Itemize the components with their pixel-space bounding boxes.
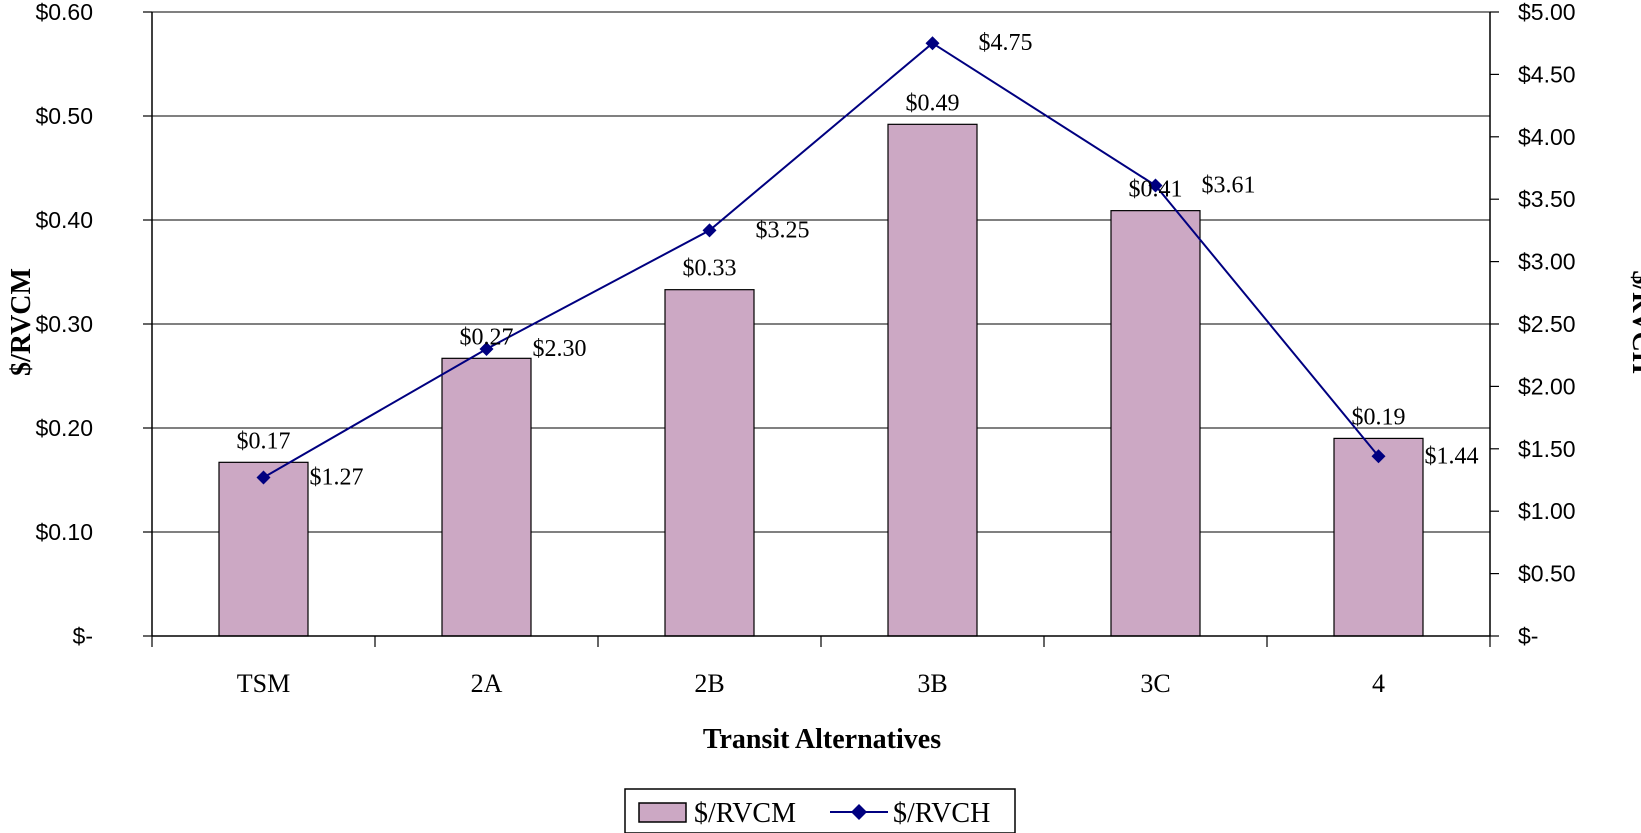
bar-tsm bbox=[218, 461, 309, 637]
y-tick-label-right: $3.50 bbox=[1518, 186, 1576, 212]
legend-box bbox=[624, 788, 1016, 833]
bar-4 bbox=[1333, 437, 1424, 637]
y-tick-label-right: $1.00 bbox=[1518, 498, 1576, 524]
line-value-label: $4.75 bbox=[979, 30, 1033, 56]
line-value-label: $3.61 bbox=[1202, 172, 1256, 198]
legend-marker-rvch bbox=[851, 804, 867, 820]
line-value-label: $3.25 bbox=[756, 217, 810, 243]
bar-value-label: $0.49 bbox=[906, 90, 960, 116]
x-tick-label: 2B bbox=[694, 669, 724, 698]
y-tick-label-left: $0.10 bbox=[35, 519, 93, 545]
y-tick-label-right: $1.50 bbox=[1518, 436, 1576, 462]
y-tick-label-right: $2.00 bbox=[1518, 373, 1576, 399]
legend-label-rvch: $/RVCH bbox=[893, 798, 990, 829]
y-tick-label-right: $5.00 bbox=[1518, 0, 1576, 25]
y-tick-label-right: $3.00 bbox=[1518, 249, 1576, 275]
line-value-label: $2.30 bbox=[533, 336, 587, 362]
line-value-label: $1.44 bbox=[1425, 443, 1479, 469]
y-tick-label-left: $0.50 bbox=[35, 103, 93, 129]
y-tick-label-left: $0.20 bbox=[35, 415, 93, 441]
x-tick-label: 2A bbox=[471, 669, 503, 698]
y-tick-label-right: $2.50 bbox=[1518, 311, 1576, 337]
axes: $- $0.10 $0.20 $0.30 $0.40 $0.50 $0.60 $- $0.50 $… bbox=[35, 0, 1575, 698]
rvch-point bbox=[702, 223, 717, 238]
y-tick-label-left: $0.40 bbox=[35, 207, 93, 233]
x-tick-label: 3C bbox=[1140, 669, 1170, 698]
y-axis-title-right: $/RVCH bbox=[1626, 270, 1641, 373]
rvch-point bbox=[925, 36, 940, 51]
bar-value-label: $0.33 bbox=[683, 256, 737, 282]
rvch-point bbox=[479, 341, 494, 356]
bar-3c bbox=[1110, 210, 1201, 637]
y-tick-label-left: $0.60 bbox=[35, 0, 93, 25]
rvch-line bbox=[263, 41, 1380, 479]
legend: $/RVCM $/RVCH bbox=[624, 788, 1016, 833]
bar-value-label: $0.19 bbox=[1352, 404, 1406, 430]
bar-3b bbox=[887, 123, 978, 637]
rvch-point bbox=[1148, 178, 1163, 193]
y-tick-label-left: $0.30 bbox=[35, 311, 93, 337]
bar-2a bbox=[441, 357, 532, 637]
x-tick-label: 4 bbox=[1372, 669, 1385, 698]
legend-swatch-rvcm bbox=[638, 802, 687, 823]
bar-2b bbox=[664, 289, 755, 637]
y-axis-title-left: $/RVCM bbox=[6, 268, 37, 376]
y-tick-label-right: $- bbox=[1518, 623, 1538, 649]
bar-value-label: $0.17 bbox=[237, 428, 291, 454]
data-labels: $0.17 $0.27 $0.33 $0.49 $0.41 $0.19 $1.27 $2.30… bbox=[237, 30, 1479, 490]
y-tick-label-right: $4.50 bbox=[1518, 61, 1576, 87]
y-tick-label-left: $- bbox=[73, 623, 93, 649]
bar-value-label: $0.41 bbox=[1129, 177, 1183, 203]
y-tick-label-right: $4.00 bbox=[1518, 124, 1576, 150]
x-axis-title: Transit Alternatives bbox=[703, 724, 941, 755]
rvch-point bbox=[256, 470, 271, 485]
bar-value-label: $0.27 bbox=[460, 324, 514, 350]
x-tick-label: TSM bbox=[237, 669, 290, 698]
legend-label-rvcm: $/RVCM bbox=[694, 798, 796, 829]
bar-series-rvcm bbox=[218, 123, 1424, 637]
y-tick-label-right: $0.50 bbox=[1518, 561, 1576, 587]
line-value-label: $1.27 bbox=[310, 465, 364, 491]
rvch-point bbox=[1371, 449, 1386, 464]
line-series-rvch bbox=[256, 36, 1386, 485]
x-tick-label: 3B bbox=[917, 669, 947, 698]
gridlines bbox=[152, 11, 1490, 533]
